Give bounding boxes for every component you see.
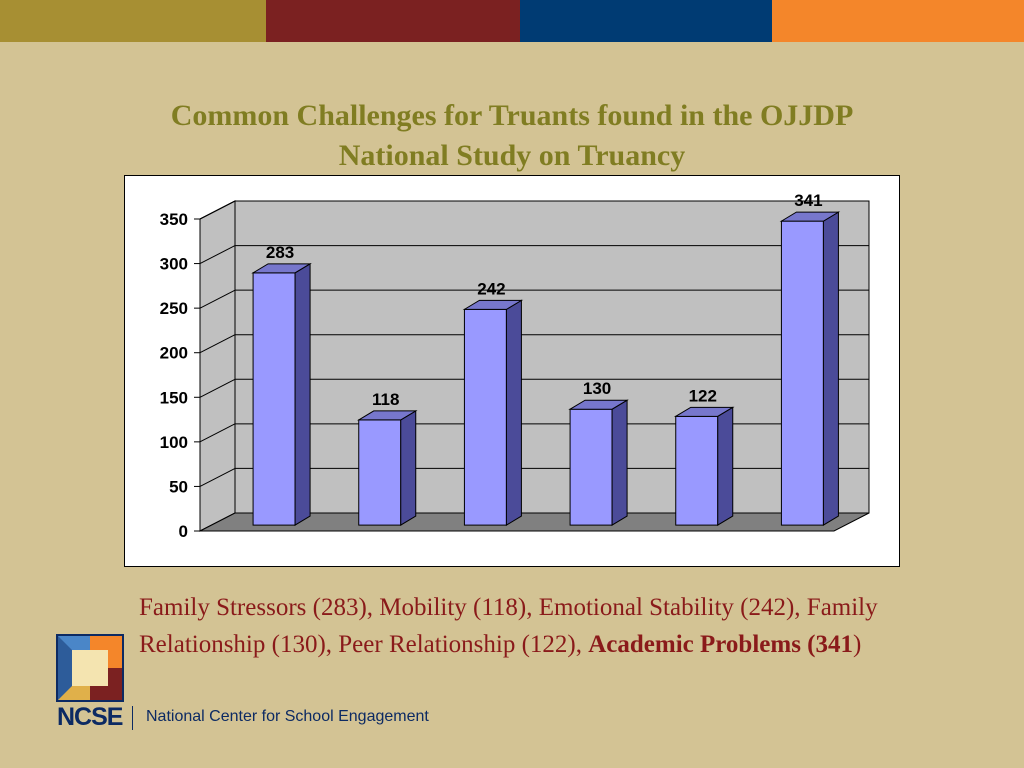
chart-svg: 0 50 100 150 200 250 300 350 283 118 242 130 122 341 xyxy=(160,191,870,541)
bar-family-relationship xyxy=(569,408,613,526)
bar-side xyxy=(505,299,522,526)
y-tick-label: 50 xyxy=(169,477,188,496)
gridline-side xyxy=(199,423,236,443)
y-tick-label: 350 xyxy=(160,210,188,229)
ncse-full-name: National Center for School Engagement xyxy=(146,708,429,725)
bar-top xyxy=(356,410,418,421)
bar-top xyxy=(568,399,629,410)
y-tick-label: 0 xyxy=(179,522,188,541)
caption-emphasis: Academic Problems (341 xyxy=(588,631,853,658)
ncse-quilt-logo-icon xyxy=(56,634,124,702)
band-orange xyxy=(772,0,1024,42)
gridline-side xyxy=(199,334,236,354)
gridline-side xyxy=(199,467,236,487)
bar-emotional-stability xyxy=(463,308,507,526)
gridline-side xyxy=(199,200,236,220)
data-label: 242 xyxy=(477,279,505,298)
caption-text: Family Stressors (283), Mobility (118), … xyxy=(139,594,878,658)
bar-peer-relationship xyxy=(675,415,719,526)
band-navy xyxy=(520,0,772,42)
data-label: 130 xyxy=(583,379,611,398)
gridline-side xyxy=(199,289,236,309)
data-label: 118 xyxy=(372,390,399,409)
logo-divider xyxy=(132,706,133,730)
caption-end: ) xyxy=(853,631,862,658)
slide-title: Common Challenges for Truants found in t… xyxy=(100,96,924,176)
gridline-side xyxy=(199,378,236,398)
data-label: 283 xyxy=(266,243,294,262)
bar-mobility xyxy=(358,419,402,526)
y-tick-label: 100 xyxy=(160,433,188,452)
bar-side xyxy=(400,410,417,526)
data-label: 122 xyxy=(689,386,717,405)
y-tick-label: 250 xyxy=(160,299,188,318)
bar-family-stressors xyxy=(252,272,296,526)
gridline-side xyxy=(199,245,236,265)
slide-title-line-2: National Study on Truancy xyxy=(338,139,686,172)
bar-side xyxy=(717,406,734,526)
chart-back-wall xyxy=(234,200,870,514)
bar-top xyxy=(673,406,735,417)
bar-academic-problems xyxy=(780,220,824,526)
chart-side-wall xyxy=(199,200,236,532)
caption: Family Stressors (283), Mobility (118), … xyxy=(139,589,979,663)
bar-chart: 0 50 100 150 200 250 300 350 283 118 242 130 122 341 xyxy=(124,175,900,567)
top-color-band xyxy=(0,0,1024,42)
slide-title-line-1: Common Challenges for Truants found in t… xyxy=(170,99,854,132)
bar-side xyxy=(611,399,628,526)
band-maroon xyxy=(266,0,520,42)
bar-side xyxy=(294,262,311,526)
band-olive xyxy=(0,0,266,42)
bar-top xyxy=(779,211,841,222)
y-tick-label: 300 xyxy=(160,255,188,274)
y-tick-label: 200 xyxy=(160,344,188,363)
y-tick-label: 150 xyxy=(160,388,188,407)
bar-side xyxy=(822,211,839,526)
bar-top xyxy=(462,299,524,310)
ncse-abbreviation: NCSE xyxy=(57,703,123,731)
bar-top xyxy=(251,263,312,274)
data-label: 341 xyxy=(794,191,822,210)
